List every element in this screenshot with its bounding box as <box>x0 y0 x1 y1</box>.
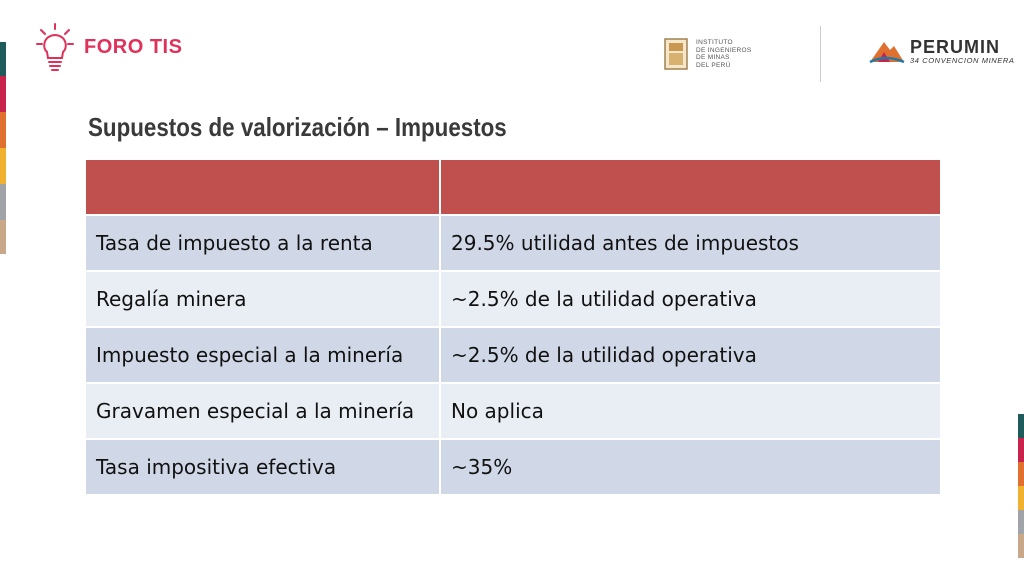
slide-title: Supuestos de valorización – Impuestos <box>88 112 507 142</box>
institute-line-2: DE INGENIEROS <box>696 46 752 54</box>
perumin-name: PERUMIN <box>910 37 1001 57</box>
stripe-yellow <box>1018 486 1024 510</box>
tax-table: Tasa de impuesto a la renta 29.5% utilid… <box>84 158 942 496</box>
stripe-teal <box>0 42 6 76</box>
tax-value: ~2.5% de la utilidad operativa <box>439 326 942 384</box>
brand: FORO TIS <box>36 22 182 72</box>
table-row: Impuesto especial a la minería ~2.5% de … <box>84 326 942 384</box>
stripe-orange <box>0 112 6 148</box>
tax-value: ~35% <box>439 438 942 496</box>
stripe-gray <box>1018 510 1024 534</box>
stripe-yellow <box>0 148 6 184</box>
tax-concept: Impuesto especial a la minería <box>84 326 441 384</box>
tax-value: 29.5% utilidad antes de impuestos <box>439 214 942 272</box>
institute-line-1: INSTITUTO <box>696 39 733 46</box>
logo-divider <box>820 26 821 82</box>
perumin-logo: PERUMIN 34 CONVENCION MINERA <box>868 38 1015 65</box>
table-header-cell <box>439 158 942 216</box>
stripe-orange <box>1018 462 1024 486</box>
lightbulb-icon <box>36 23 74 71</box>
brand-name: FORO TIS <box>84 35 183 58</box>
tax-concept: Regalía minera <box>84 270 441 328</box>
stripe-red <box>0 76 6 112</box>
stripe-red <box>1018 438 1024 462</box>
perumin-subtitle: 34 CONVENCION MINERA <box>910 56 1015 65</box>
tax-concept: Gravamen especial a la minería <box>84 382 441 440</box>
institute-line-3: DE MINAS <box>696 54 730 61</box>
mountain-icon <box>869 42 905 64</box>
tax-value: ~2.5% de la utilidad operativa <box>439 270 942 328</box>
table-header-row <box>84 158 942 216</box>
table-row: Gravamen especial a la minería No aplica <box>84 382 942 440</box>
institute-line-4: DEL PERÚ <box>696 61 731 69</box>
stripe-teal <box>1018 414 1024 438</box>
institute-logo: INSTITUTO DE INGENIEROS DE MINAS DEL PER… <box>664 38 752 70</box>
tax-value: No aplica <box>439 382 942 440</box>
tax-concept: Tasa impositiva efectiva <box>84 438 441 496</box>
stripe-tan <box>1018 534 1024 558</box>
table-header-cell <box>84 158 441 216</box>
institute-crest-icon <box>664 38 688 70</box>
table-row: Regalía minera ~2.5% de la utilidad oper… <box>84 270 942 328</box>
table-row: Tasa impositiva efectiva ~35% <box>84 438 942 496</box>
tax-concept: Tasa de impuesto a la renta <box>84 214 441 272</box>
table-row: Tasa de impuesto a la renta 29.5% utilid… <box>84 214 942 272</box>
stripe-gray <box>0 184 6 220</box>
stripe-tan <box>0 220 6 254</box>
